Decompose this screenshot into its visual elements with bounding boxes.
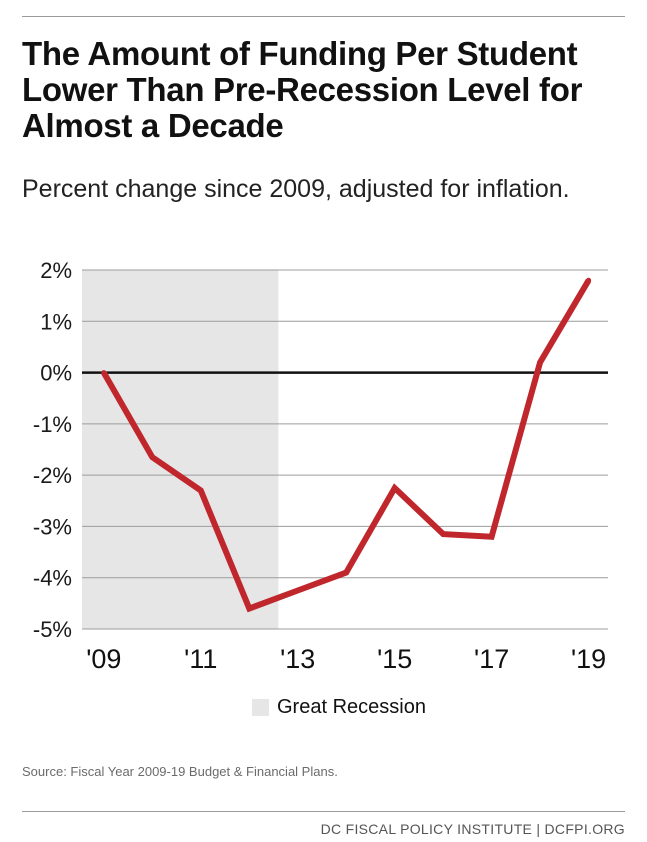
legend-label: Great Recession xyxy=(277,696,426,718)
x-tick-label: '13 xyxy=(280,644,315,674)
y-axis-labels: 2% 1% 0% -1% -2% -3% -4% -5% xyxy=(33,258,72,642)
line-chart: 2% 1% 0% -1% -2% -3% -4% -5% '09 '11 '13 '15 '17 '19 xyxy=(33,258,608,674)
data-point xyxy=(343,570,349,576)
source-note: Source: Fiscal Year 2009-19 Budget & Fin… xyxy=(22,764,338,779)
gridlines xyxy=(82,269,608,630)
y-tick-label: -2% xyxy=(33,463,72,488)
legend-swatch xyxy=(252,699,269,716)
data-point xyxy=(149,454,155,460)
data-point xyxy=(440,531,446,537)
data-point xyxy=(586,277,592,283)
x-tick-label: '15 xyxy=(377,644,412,674)
data-point xyxy=(101,370,107,376)
y-tick-label: 2% xyxy=(40,258,72,283)
x-axis-labels: '09 '11 '13 '15 '17 '19 xyxy=(86,644,606,674)
x-tick-label: '09 xyxy=(86,644,121,674)
footer-credit: DC FISCAL POLICY INSTITUTE | DCFPI.ORG xyxy=(320,821,625,837)
y-tick-label: -3% xyxy=(33,514,72,539)
y-tick-label: -5% xyxy=(33,617,72,642)
chart-title: The Amount of Funding Per Student Lower … xyxy=(22,35,583,144)
legend: Great Recession xyxy=(252,696,426,719)
top-rule xyxy=(22,16,625,17)
bottom-rule xyxy=(22,811,625,812)
y-tick-label: 1% xyxy=(40,309,72,334)
data-point xyxy=(295,588,301,594)
y-tick-label: -4% xyxy=(33,566,72,591)
chart-subtitle: Percent change since 2009, adjusted for … xyxy=(22,175,570,203)
data-point xyxy=(246,605,252,611)
y-tick-label: 0% xyxy=(40,361,72,386)
recession-shade xyxy=(82,270,279,629)
series-group xyxy=(101,277,592,613)
x-tick-label: '17 xyxy=(474,644,509,674)
x-tick-label: '11 xyxy=(184,644,217,674)
x-tick-label: '19 xyxy=(571,644,606,674)
data-point xyxy=(537,359,543,365)
data-point xyxy=(489,534,495,540)
data-point xyxy=(198,488,204,494)
data-point xyxy=(392,485,398,491)
y-tick-label: -1% xyxy=(33,412,72,437)
